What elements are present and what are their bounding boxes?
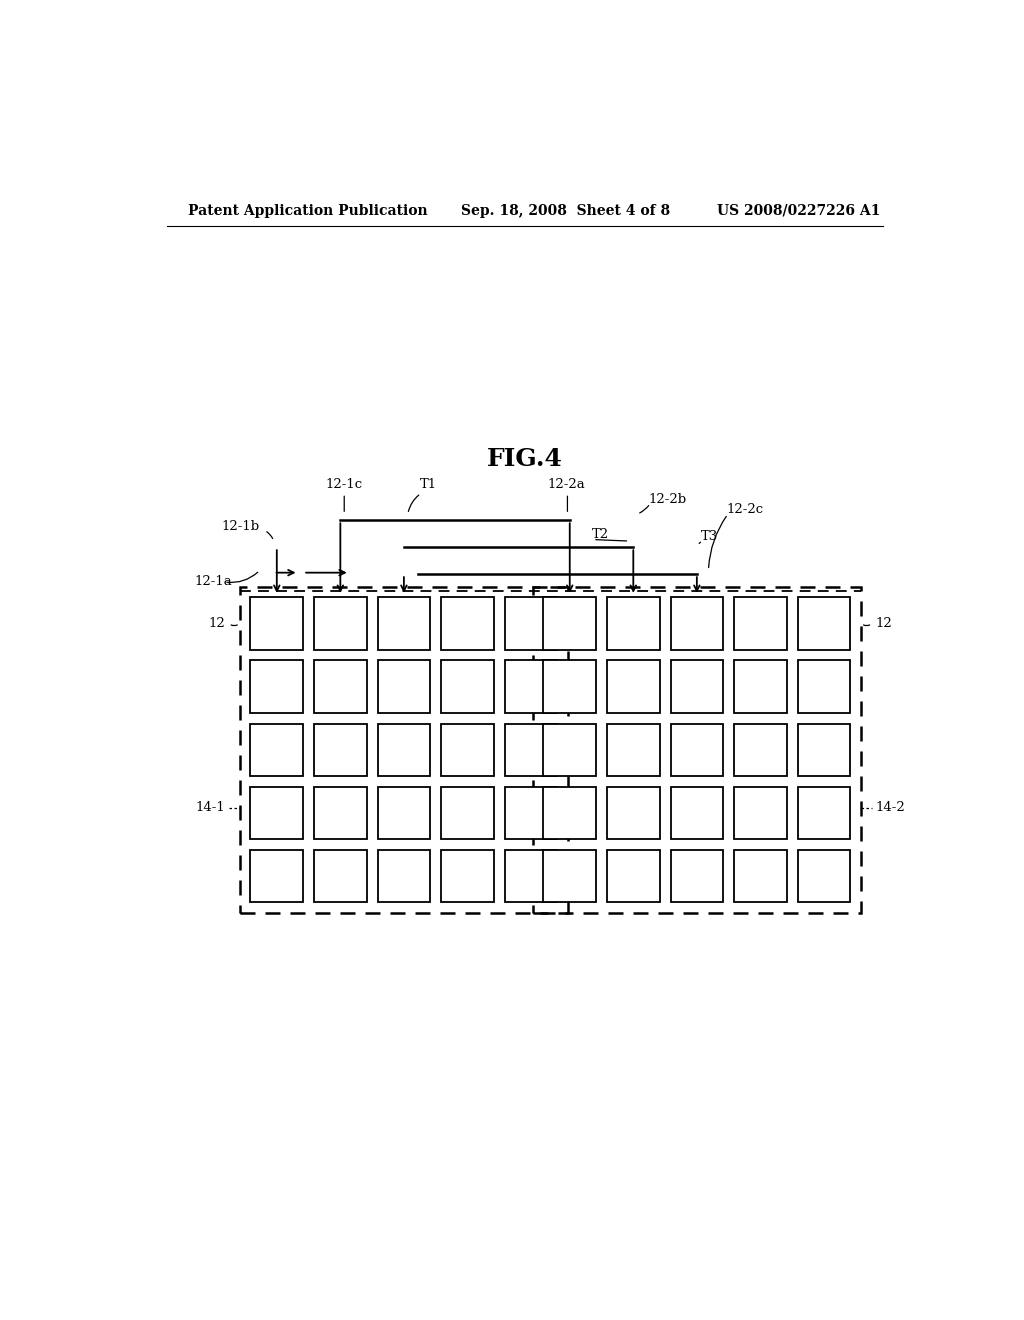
Text: 12: 12 [876, 616, 892, 630]
Bar [378, 850, 430, 903]
Text: US 2008/0227226 A1: US 2008/0227226 A1 [717, 203, 881, 218]
Bar [671, 597, 723, 649]
Bar [734, 660, 786, 713]
Bar [607, 723, 659, 776]
Bar [251, 850, 303, 903]
Bar [734, 597, 786, 649]
Bar [607, 597, 659, 649]
Bar [544, 660, 596, 713]
Bar [607, 850, 659, 903]
Text: T1: T1 [420, 478, 436, 491]
Text: 14-2: 14-2 [876, 801, 905, 814]
Bar [544, 597, 596, 649]
Text: FIG.4: FIG.4 [486, 446, 563, 471]
Bar [441, 787, 494, 840]
Text: 12-2b: 12-2b [649, 494, 687, 507]
Bar [441, 723, 494, 776]
Bar [314, 787, 367, 840]
Bar [378, 597, 430, 649]
Bar [734, 850, 786, 903]
Bar [734, 723, 786, 776]
Bar [251, 787, 303, 840]
Text: T2: T2 [592, 528, 608, 541]
Bar [544, 723, 596, 776]
Bar [532, 586, 861, 913]
Bar [441, 597, 494, 649]
Bar [607, 787, 659, 840]
Bar [505, 597, 557, 649]
Bar [671, 850, 723, 903]
Text: 14-1: 14-1 [196, 801, 225, 814]
Text: T3: T3 [700, 531, 718, 544]
Bar [607, 660, 659, 713]
Bar [378, 660, 430, 713]
Bar [314, 723, 367, 776]
Bar [671, 723, 723, 776]
Bar [378, 787, 430, 840]
Bar [251, 597, 303, 649]
Bar [441, 660, 494, 713]
Text: 12-1b: 12-1b [221, 520, 260, 533]
Bar [378, 723, 430, 776]
Bar [798, 597, 850, 649]
Bar [671, 660, 723, 713]
Bar [798, 723, 850, 776]
Bar [544, 787, 596, 840]
Bar [505, 787, 557, 840]
Bar [671, 787, 723, 840]
Bar [798, 787, 850, 840]
Bar [798, 850, 850, 903]
Text: Sep. 18, 2008  Sheet 4 of 8: Sep. 18, 2008 Sheet 4 of 8 [461, 203, 671, 218]
Bar [544, 850, 596, 903]
Bar [251, 660, 303, 713]
Bar [314, 660, 367, 713]
Text: 12-2a: 12-2a [547, 478, 585, 491]
Bar [240, 586, 568, 913]
Text: Patent Application Publication: Patent Application Publication [188, 203, 428, 218]
Text: 12-1c: 12-1c [326, 478, 362, 491]
Bar [505, 723, 557, 776]
Bar [505, 660, 557, 713]
Text: 12-1a: 12-1a [195, 576, 231, 589]
Bar [441, 850, 494, 903]
Text: 12: 12 [209, 616, 225, 630]
Bar [734, 787, 786, 840]
Bar [505, 850, 557, 903]
Bar [314, 597, 367, 649]
Bar [251, 723, 303, 776]
Bar [798, 660, 850, 713]
Text: 12-2c: 12-2c [726, 503, 764, 516]
Bar [314, 850, 367, 903]
